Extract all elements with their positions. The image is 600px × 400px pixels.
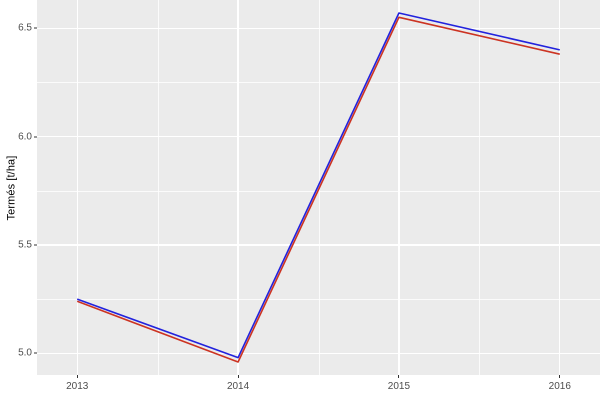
y-axis-tick-mark [34, 136, 37, 138]
line-blue-series [76, 12, 560, 359]
gridline-major-vertical [237, 0, 239, 375]
x-axis-tick-label: 2015 [387, 381, 411, 392]
gridline-major-horizontal [37, 135, 600, 138]
y-axis-tick-label: 5.0 [18, 347, 32, 359]
y-axis-tick-label: 5.5 [18, 239, 32, 251]
gridline-major-horizontal [37, 244, 600, 246]
x-axis-tick-mark [559, 375, 561, 378]
x-axis-tick-mark [398, 375, 400, 378]
gridline-minor-vertical [157, 0, 159, 375]
y-axis-tick-mark [34, 244, 37, 246]
gridline-major-horizontal [37, 352, 600, 354]
x-axis-tick-mark [237, 375, 239, 378]
gridline-major-horizontal [37, 27, 600, 29]
x-axis-tick-label: 2014 [226, 381, 250, 392]
y-axis-tick-label: 6.5 [18, 22, 32, 34]
y-axis-tick-layer: 5.0 5.5 6.0 6.5 [0, 0, 37, 375]
x-axis-tick-layer: 2013 2014 2015 2016 [0, 375, 600, 400]
series-layer [76, 12, 560, 363]
line-red-series [76, 16, 560, 363]
gridline-major-vertical [398, 0, 400, 375]
gridline-minor-vertical [479, 0, 481, 375]
y-axis-tick-mark [34, 352, 37, 354]
x-axis-tick-mark [76, 375, 78, 378]
gridline-major-vertical [76, 0, 78, 375]
plot-panel [37, 0, 600, 375]
y-axis-tick-mark [34, 27, 37, 29]
y-axis-tick-label: 6.0 [18, 131, 32, 143]
x-axis-tick-label: 2013 [66, 381, 89, 392]
gridline-major-vertical [559, 0, 561, 375]
x-axis-tick-label: 2016 [548, 381, 571, 392]
